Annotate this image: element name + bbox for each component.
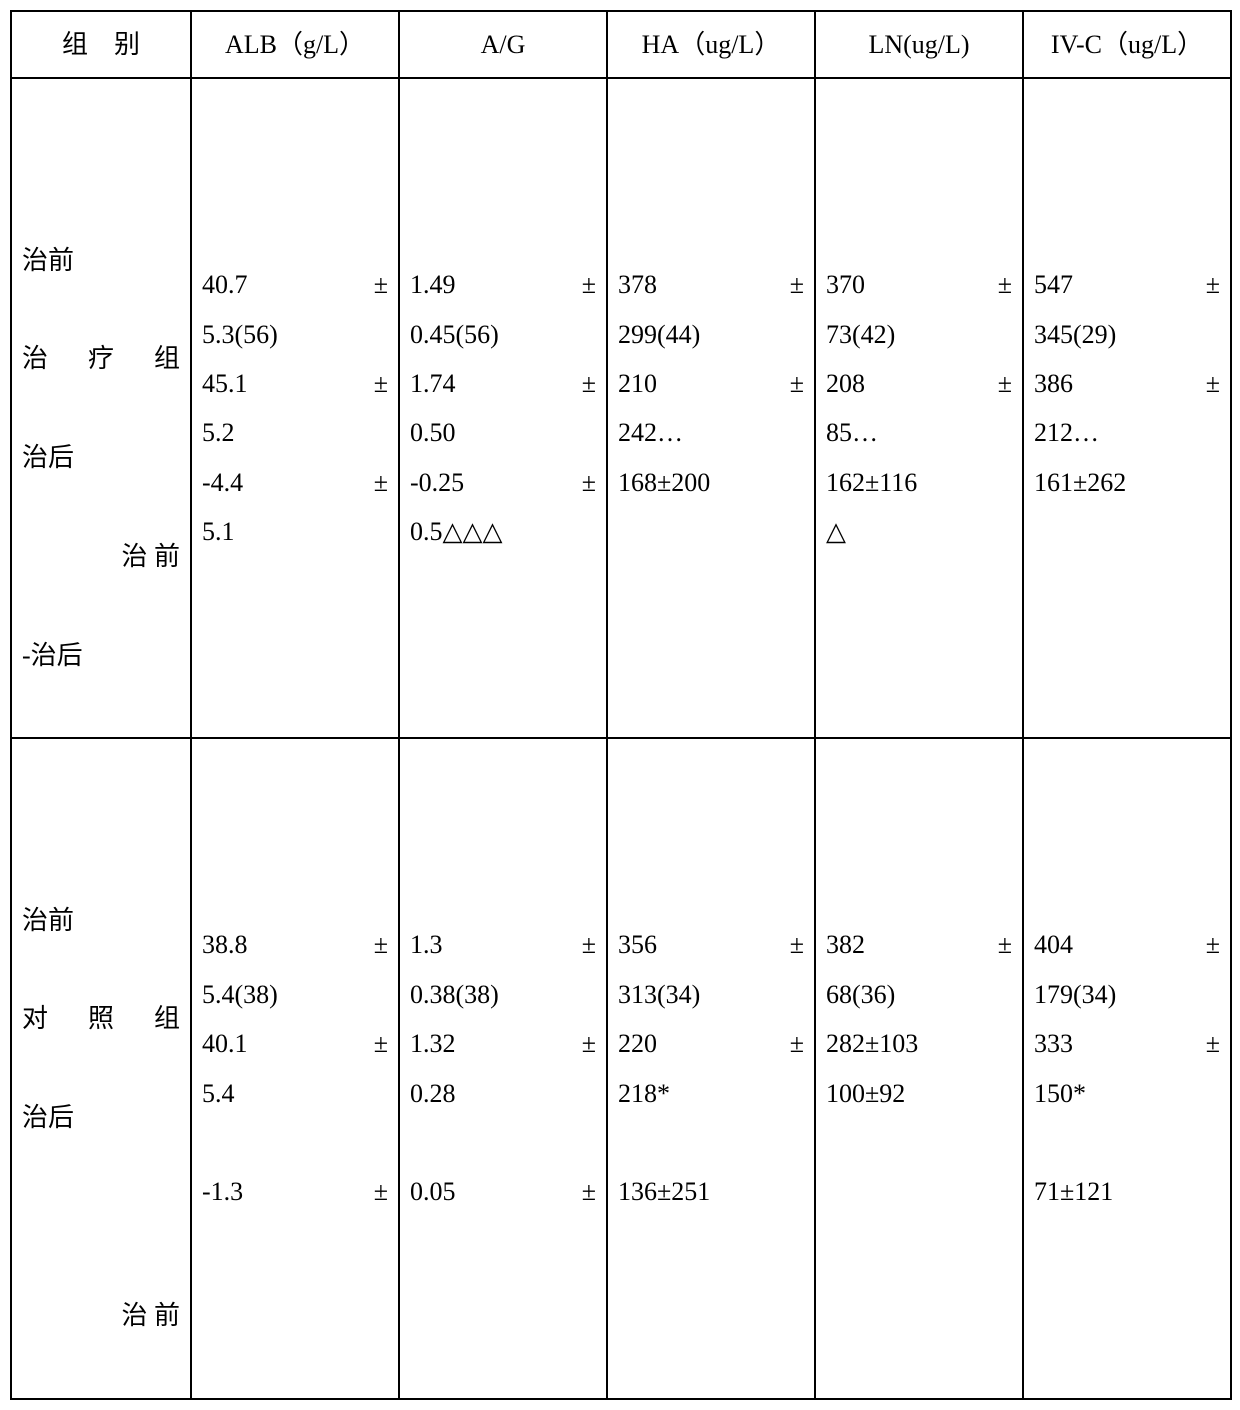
header-row: 组 别 ALB（g/L） A/G HA（ug/L） LN(ug/L) IV-C（… xyxy=(11,11,1231,78)
col-header-group: 组 别 xyxy=(11,11,191,78)
col-header-alb: ALB（g/L） xyxy=(191,11,399,78)
cg-alb-cell: 38.8± 5.4(38) 40.1± 5.4 -1.3± xyxy=(191,738,399,1398)
treatment-group-row: 治前 治 疗 组 治后 治 前 -治后 40.7± 5.3(56) 45.1± … xyxy=(11,78,1231,738)
control-group-labels: 治前 对 照 组 治后 治 前 xyxy=(11,738,191,1398)
col-header-ha: HA（ug/L） xyxy=(607,11,815,78)
col-header-ln: LN(ug/L) xyxy=(815,11,1023,78)
tg-ha-cell: 378± 299(44) 210± 242… 168±200 xyxy=(607,78,815,738)
treatment-group-labels: 治前 治 疗 组 治后 治 前 -治后 xyxy=(11,78,191,738)
col-header-ag: A/G xyxy=(399,11,607,78)
cg-ha-cell: 356± 313(34) 220± 218* 136±251 xyxy=(607,738,815,1398)
cg-ag-cell: 1.3± 0.38(38) 1.32± 0.28 0.05± xyxy=(399,738,607,1398)
clinical-data-table: 组 别 ALB（g/L） A/G HA（ug/L） LN(ug/L) IV-C（… xyxy=(10,10,1232,1400)
tg-ivc-cell: 547± 345(29) 386± 212… 161±262 xyxy=(1023,78,1231,738)
tg-ln-cell: 370± 73(42) 208± 85… 162±116 △ xyxy=(815,78,1023,738)
tg-alb-cell: 40.7± 5.3(56) 45.1± 5.2 -4.4± 5.1 xyxy=(191,78,399,738)
control-group-row: 治前 对 照 组 治后 治 前 38.8± 5.4(38) 40.1± 5.4 … xyxy=(11,738,1231,1398)
col-header-ivc: IV-C（ug/L） xyxy=(1023,11,1231,78)
cg-ln-cell: 382± 68(36) 282±103 100±92 xyxy=(815,738,1023,1398)
cg-ivc-cell: 404± 179(34) 333± 150* 71±121 xyxy=(1023,738,1231,1398)
tg-ag-cell: 1.49± 0.45(56) 1.74± 0.50 -0.25± 0.5△△△ xyxy=(399,78,607,738)
